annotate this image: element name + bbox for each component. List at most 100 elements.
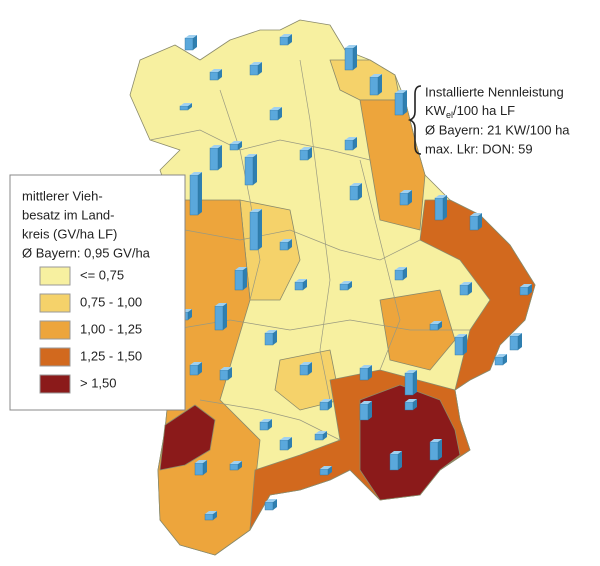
column-front [429,323,439,331]
column-front [264,501,274,511]
legend-label: 1,25 - 1,50 [80,348,142,363]
column-side [443,195,447,220]
column [204,511,217,521]
column-front [229,143,239,151]
column [344,45,357,71]
column-side [218,145,222,170]
column-side [413,370,417,395]
column-top [520,284,532,287]
column-top [345,45,357,48]
legend-label: 0,75 - 1,00 [80,294,142,309]
column-top [190,362,202,365]
column-front [389,453,399,471]
district-border [149,129,371,161]
column-side [303,279,307,290]
column-top [430,321,442,324]
column-side [218,69,222,80]
column [339,281,352,291]
column-front [294,281,304,291]
column [194,460,207,476]
column [399,190,412,206]
column [319,466,332,476]
column-side [353,137,357,150]
column-side [188,103,192,110]
column-top [230,141,242,144]
column-side [328,399,332,410]
column-side [403,90,407,115]
column-side [258,209,262,250]
column [294,279,307,291]
column-side [478,213,482,230]
legend-swatch [39,347,71,367]
legend-label: <= 0,75 [80,267,124,282]
column [229,461,242,471]
column-top [260,419,272,422]
column-front [454,336,464,356]
column-top [510,333,522,336]
column [429,439,442,461]
column [359,365,372,381]
column [429,321,442,331]
column-top [180,103,192,106]
column-top [270,107,282,110]
legend-title: besatz im Land- [22,207,115,222]
column-side [288,34,292,45]
column-side [203,460,207,475]
column-front [394,269,404,281]
column-side [228,367,232,380]
column-top [210,145,222,148]
column-top [210,69,222,72]
column [509,333,522,351]
legend-title: kreis (GV/ha LF) [22,226,117,241]
column-top [350,183,362,186]
column-top [395,90,407,93]
district-border [299,59,331,401]
column [349,183,362,201]
column [249,62,262,76]
district-border [219,89,261,301]
bars [169,34,532,521]
column-side [438,439,442,460]
column [494,354,507,366]
column [344,137,357,151]
column-top [250,209,262,212]
column [179,103,192,111]
column-front [184,37,194,51]
column-side [353,45,357,70]
column-front [209,147,219,171]
column-front [229,463,239,471]
column-side [278,107,282,120]
column-top [455,334,467,337]
column [234,267,247,291]
region-dark-orange [419,199,536,391]
column-front [219,369,229,381]
column-top [295,279,307,282]
column-top [320,399,332,402]
column-front [404,372,414,396]
column-top [300,147,312,150]
column-top [405,370,417,373]
column-side [273,330,277,345]
column-front [269,109,279,121]
column-top [400,190,412,193]
column [369,74,382,96]
column-front [429,441,439,461]
column-front [194,462,204,476]
column [184,35,197,51]
column-top [405,399,417,402]
district-border [359,159,401,371]
column-front [189,174,199,216]
column-side [273,499,277,510]
column-side [368,365,372,380]
column [259,419,272,431]
column-top [495,354,507,357]
column [279,34,292,46]
column-top [280,437,292,440]
column-side [268,419,272,430]
column-top [250,62,262,65]
column-top [370,74,382,77]
column [209,145,222,171]
column-front [519,286,529,296]
column-front [339,283,349,291]
